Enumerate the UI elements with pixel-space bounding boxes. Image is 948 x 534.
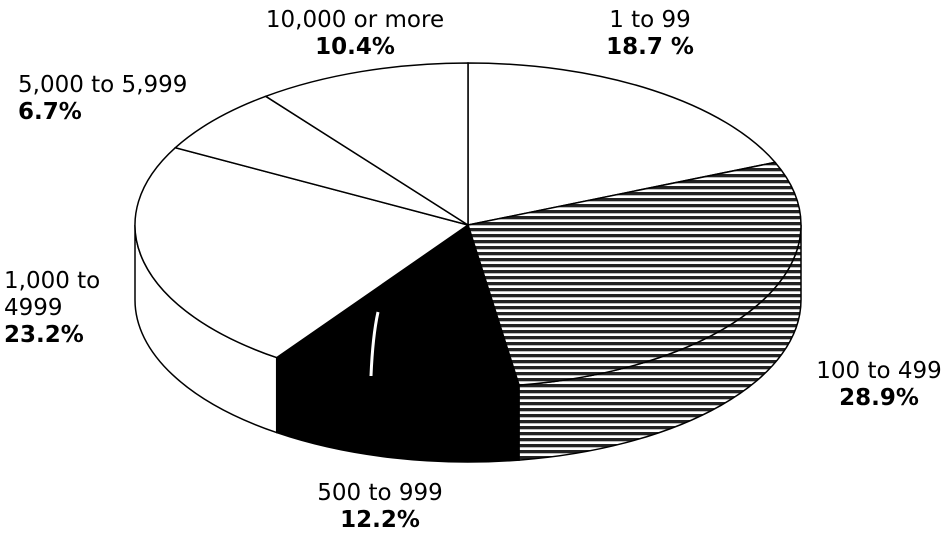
pie-slice-1-000-to-4999 (134, 146, 470, 359)
slice-label-value: 18.7 % (606, 34, 694, 60)
slice-label-1000-to-4999: 1,000 to 4999 23.2% (4, 268, 124, 349)
pie-slice-500-to-999 (275, 223, 521, 388)
slice-label-1-to-99: 1 to 99 18.7 % (585, 7, 715, 61)
slice-label-name: 5,000 to 5,999 (18, 72, 188, 98)
slice-label-5000-to-5999: 5,000 to 5,999 6.7% (18, 72, 218, 126)
pie-slice-5-000-to-5-999 (173, 95, 469, 226)
slice-label-100-to-499: 100 to 499 28.9% (810, 358, 948, 412)
pie-top-slices (134, 62, 802, 388)
slice-label-name: 10,000 or more (265, 7, 445, 33)
pie-slice-100-to-499 (467, 161, 802, 386)
slice-label-name: 500 to 999 (317, 480, 443, 506)
pie-slice-10-000-or-more (264, 62, 469, 227)
slice-label-value: 23.2% (4, 322, 84, 348)
slice-label-name: 1,000 to 4999 (4, 268, 101, 321)
slice-label-name: 100 to 499 (816, 358, 942, 384)
slice-label-value: 28.9% (839, 385, 919, 411)
pie-slice-1-to-99 (467, 62, 777, 226)
slice-label-10000-or-more: 10,000 or more 10.4% (250, 7, 460, 61)
slice-label-value: 6.7% (18, 99, 82, 125)
slice-label-name: 1 to 99 (609, 7, 691, 33)
slice-label-value: 10.4% (315, 34, 395, 60)
slice-label-500-to-999: 500 to 999 12.2% (300, 480, 460, 534)
highlight-mark (369, 311, 380, 377)
slice-label-value: 12.2% (340, 507, 420, 533)
